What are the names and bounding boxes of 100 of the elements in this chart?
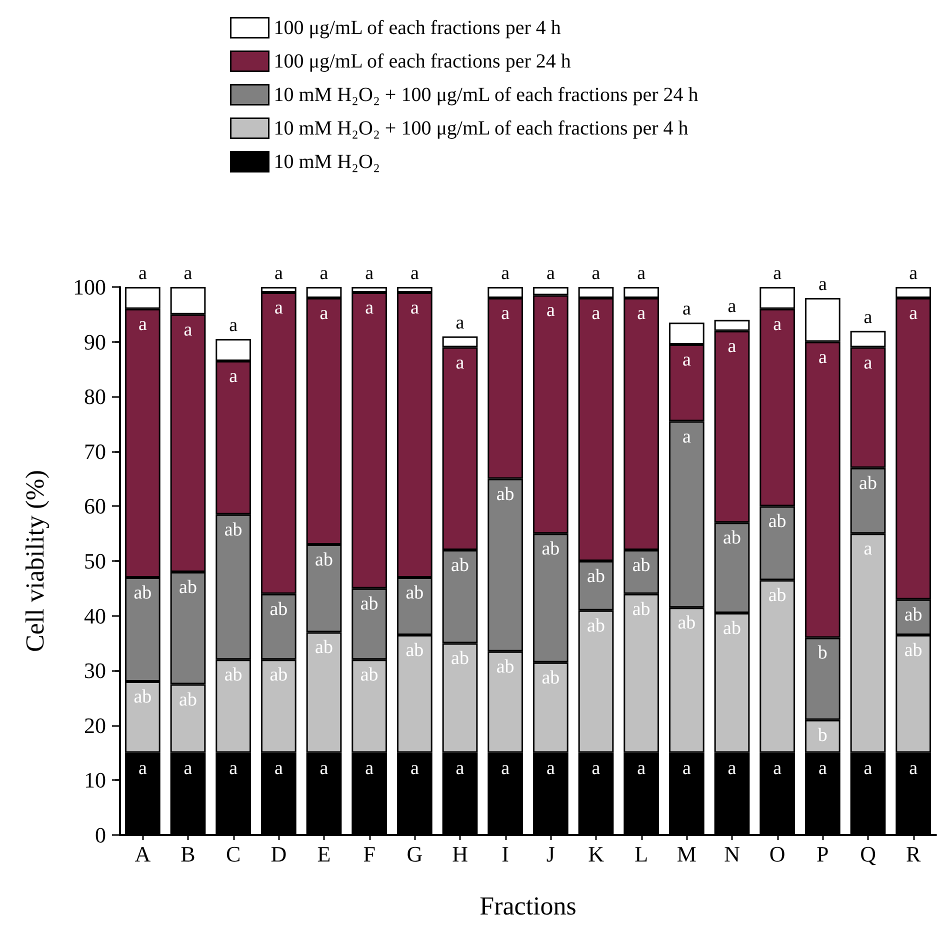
data-label: a: [637, 263, 646, 284]
data-label: a: [546, 758, 556, 779]
x-tick-label: O: [769, 842, 786, 866]
data-label: ab: [406, 582, 424, 604]
data-label: a: [592, 302, 601, 324]
x-tick-label: F: [363, 842, 376, 866]
data-label: a: [546, 263, 556, 284]
data-label: a: [501, 758, 510, 779]
data-label: a: [320, 758, 329, 779]
data-label: a: [274, 263, 284, 284]
x-axis-title: Fractions: [480, 892, 576, 920]
data-label: a: [818, 758, 828, 779]
y-tick-label: 90: [84, 329, 106, 354]
data-label: ab: [315, 550, 333, 571]
data-label: a: [728, 336, 737, 357]
data-label: a: [184, 758, 193, 779]
y-tick-label: 80: [84, 384, 106, 410]
legend-label: 100 μg/mL of each fractions per 4 h: [274, 16, 561, 39]
y-tick-label: 20: [84, 712, 106, 738]
data-label: ab: [904, 640, 922, 661]
data-label: ab: [768, 585, 786, 606]
data-label: ab: [315, 637, 333, 658]
data-label: ab: [360, 593, 378, 614]
data-label: a: [229, 758, 238, 779]
x-tick-label: P: [816, 842, 829, 866]
legend-label: 10 mM H₂O₂ + 100 μg/mL of each fractions per 4 h: [274, 117, 688, 140]
data-label: a: [456, 352, 465, 374]
data-label: ab: [723, 528, 741, 549]
data-label: a: [365, 263, 374, 284]
legend-label: 10 mM H₂O₂: [274, 150, 380, 173]
data-label: ab: [270, 598, 288, 620]
x-tick-label: C: [226, 842, 241, 866]
data-label: a: [320, 302, 329, 324]
data-label: ab: [451, 648, 469, 670]
data-label: a: [909, 758, 918, 779]
data-label: a: [365, 297, 374, 318]
data-label: ab: [496, 656, 514, 678]
x-tick-label: N: [724, 842, 740, 866]
data-label: ab: [768, 511, 786, 532]
legend-label: 100 μg/mL of each fractions per 24 h: [274, 50, 571, 72]
data-label: a: [864, 306, 873, 328]
data-label: a: [592, 263, 601, 284]
data-label: a: [365, 758, 374, 779]
y-tick-label: 70: [84, 438, 106, 464]
data-label: ab: [134, 582, 152, 604]
data-label: ab: [904, 604, 922, 626]
data-label: ab: [224, 519, 242, 540]
data-label: ab: [270, 664, 288, 686]
data-label: a: [637, 302, 646, 324]
y-tick-label: 60: [84, 494, 106, 519]
data-label: a: [138, 263, 148, 284]
data-label: a: [410, 758, 420, 779]
data-label: a: [818, 346, 828, 368]
data-label: a: [229, 315, 238, 336]
y-tick-label: 100: [73, 274, 106, 300]
data-label: a: [501, 302, 510, 324]
data-label: ab: [179, 576, 197, 598]
data-label: ab: [451, 555, 469, 576]
data-label: a: [773, 758, 782, 779]
data-label: a: [773, 314, 782, 335]
data-label: b: [818, 642, 828, 664]
data-label: ab: [542, 667, 560, 688]
data-label: a: [682, 758, 692, 779]
data-label: a: [229, 366, 238, 387]
data-label: ab: [224, 664, 242, 686]
y-tick-label: 50: [84, 548, 106, 574]
data-label: a: [728, 758, 737, 779]
data-label: a: [909, 302, 918, 324]
data-label: a: [818, 274, 828, 295]
data-label: a: [501, 263, 510, 284]
data-label: a: [637, 758, 646, 779]
data-label: a: [728, 296, 737, 317]
data-label: ab: [587, 615, 605, 636]
x-tick-label: R: [906, 842, 921, 866]
data-label: b: [818, 724, 828, 746]
legend-label: 10 mM H₂O₂ + 100 μg/mL of each fractions per 24 h: [274, 84, 698, 106]
data-label: ab: [632, 598, 650, 620]
x-tick-label: M: [676, 842, 696, 866]
data-label: ab: [678, 612, 696, 634]
data-label: a: [184, 263, 193, 284]
data-label: ab: [723, 618, 741, 640]
y-tick-label: 40: [84, 603, 106, 628]
data-label: a: [320, 263, 329, 284]
data-label: a: [274, 758, 284, 779]
x-tick-label: B: [180, 842, 196, 866]
data-label: a: [184, 319, 193, 340]
data-label: a: [909, 263, 918, 284]
data-label: a: [456, 758, 465, 779]
data-label: a: [864, 538, 873, 560]
data-label: ab: [542, 538, 560, 560]
x-tick-label: H: [452, 842, 468, 866]
data-label: a: [864, 758, 873, 779]
data-label: a: [456, 312, 465, 334]
data-label: ab: [496, 484, 514, 505]
x-tick-label: A: [134, 842, 151, 866]
data-label: ab: [406, 640, 424, 661]
data-label: ab: [134, 686, 152, 708]
data-label: a: [410, 263, 420, 284]
data-label: a: [274, 297, 284, 318]
data-label: ab: [859, 472, 877, 494]
